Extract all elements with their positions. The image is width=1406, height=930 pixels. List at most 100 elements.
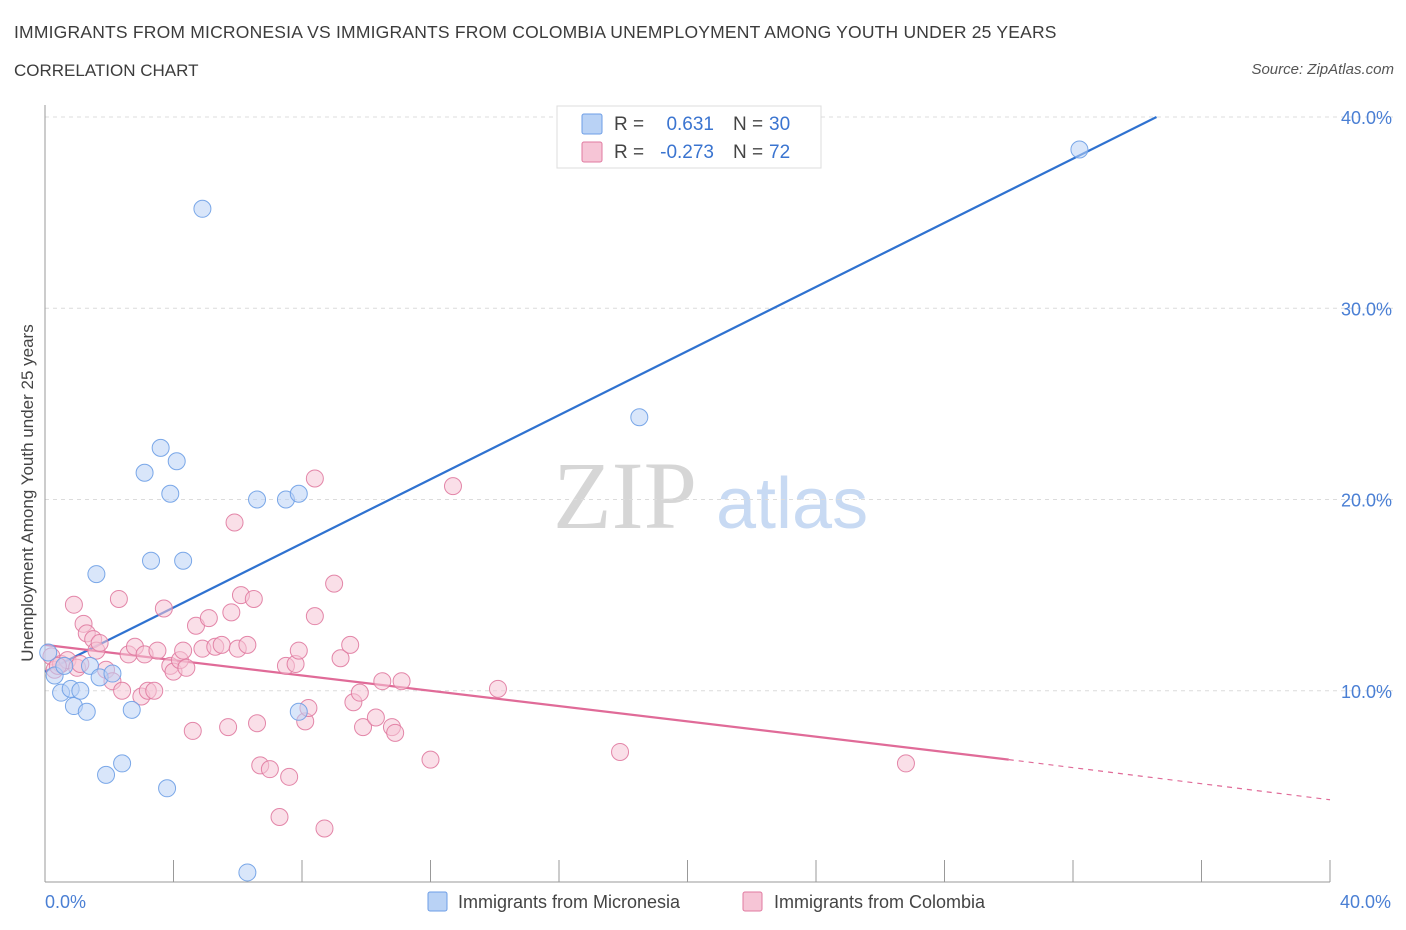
point-micronesia [1070,140,1089,159]
point-micronesia [87,565,106,584]
point-micronesia [55,656,74,675]
colombia-points [42,469,915,838]
point-colombia [373,672,392,691]
point-colombia [270,807,289,826]
point-micronesia [80,656,99,675]
point-micronesia [289,484,308,503]
point-micronesia [103,664,122,683]
series-legend: Immigrants from Micronesia Immigrants fr… [427,891,986,912]
point-colombia [611,742,630,761]
watermark: ZIP atlas [553,442,868,549]
legend-r-value-colombia: -0.273 [660,142,714,163]
point-colombia [183,721,202,740]
point-micronesia [151,438,170,457]
point-colombia [225,513,244,532]
y-axis-label: Unemployment Among Youth under 25 years [18,324,37,661]
point-micronesia [238,863,257,882]
point-micronesia [122,700,141,719]
micronesia-points [39,140,1089,882]
series-legend-swatch-colombia [742,891,763,912]
y-tick-label: 40.0% [1341,108,1392,128]
point-colombia [341,635,360,654]
point-colombia [244,589,263,608]
point-colombia [113,681,132,700]
point-colombia [354,718,373,737]
y-tick-label: 20.0% [1341,491,1392,511]
y-tick-label: 10.0% [1341,682,1392,702]
point-colombia [109,589,128,608]
trend-lines [44,116,1331,801]
y-tick-labels: 10.0% 20.0% 30.0% 40.0% [1341,108,1392,702]
point-micronesia [158,779,177,798]
trend-line-colombia-extrapolated [1008,759,1331,801]
watermark-zip: ZIP [553,442,697,549]
point-micronesia [161,484,180,503]
legend-n-label-colombia: N = [733,142,763,163]
point-colombia [289,641,308,660]
legend-swatch-colombia [581,141,603,163]
point-micronesia [135,463,154,482]
x-tick-label-min: 0.0% [45,892,86,912]
series-legend-label-colombia: Immigrants from Colombia [774,892,986,912]
point-colombia [238,635,257,654]
point-colombia [421,750,440,769]
point-colombia [305,607,324,626]
point-micronesia [97,765,116,784]
point-colombia [219,718,238,737]
legend-n-value-colombia: 72 [769,142,790,163]
point-colombia [248,714,267,733]
point-micronesia [167,452,186,471]
point-colombia [331,649,350,668]
trend-line-micronesia [44,116,1158,673]
point-colombia [366,708,385,727]
x-ticks [44,860,1331,882]
trend-line-colombia [44,643,1009,761]
point-colombia [315,819,334,838]
point-colombia [148,641,167,660]
chart-subtitle: CORRELATION CHART [14,61,199,80]
point-colombia [280,767,299,786]
point-colombia [392,672,411,691]
legend-swatch-micronesia [581,113,603,135]
x-tick-label-max: 40.0% [1340,892,1391,912]
point-micronesia [142,551,161,570]
legend-r-label-micronesia: R = [614,114,644,135]
point-colombia [325,574,344,593]
point-micronesia [289,702,308,721]
point-micronesia [113,754,132,773]
point-micronesia [71,681,90,700]
series-legend-label-micronesia: Immigrants from Micronesia [458,892,681,912]
legend-r-label-colombia: R = [614,142,644,163]
correlation-legend: R = 0.631 N = 30 R = -0.273 N = 72 [556,105,822,169]
point-colombia [154,599,173,618]
point-colombia [350,683,369,702]
point-colombia [199,609,218,628]
series-legend-swatch-micronesia [427,891,448,912]
point-colombia [896,754,915,773]
point-colombia [386,723,405,742]
point-colombia [260,760,279,779]
point-colombia [145,681,164,700]
point-colombia [174,641,193,660]
chart-title: IMMIGRANTS FROM MICRONESIA VS IMMIGRANTS… [14,22,1057,42]
point-colombia [222,603,241,622]
point-micronesia [248,490,267,509]
point-colombia [443,477,462,496]
y-tick-label: 30.0% [1341,299,1392,319]
source-label: Source: ZipAtlas.com [1251,61,1394,78]
point-micronesia [630,408,649,427]
legend-n-label-micronesia: N = [733,114,763,135]
point-colombia [488,679,507,698]
point-micronesia [174,551,193,570]
legend-r-value-micronesia: 0.631 [666,114,714,135]
point-micronesia [77,702,96,721]
point-colombia [212,635,231,654]
point-micronesia [193,199,212,218]
watermark-atlas: atlas [716,464,868,544]
point-micronesia [39,643,58,662]
point-colombia [90,633,109,652]
point-colombia [305,469,324,488]
point-colombia [177,658,196,677]
legend-n-value-micronesia: 30 [769,114,790,135]
